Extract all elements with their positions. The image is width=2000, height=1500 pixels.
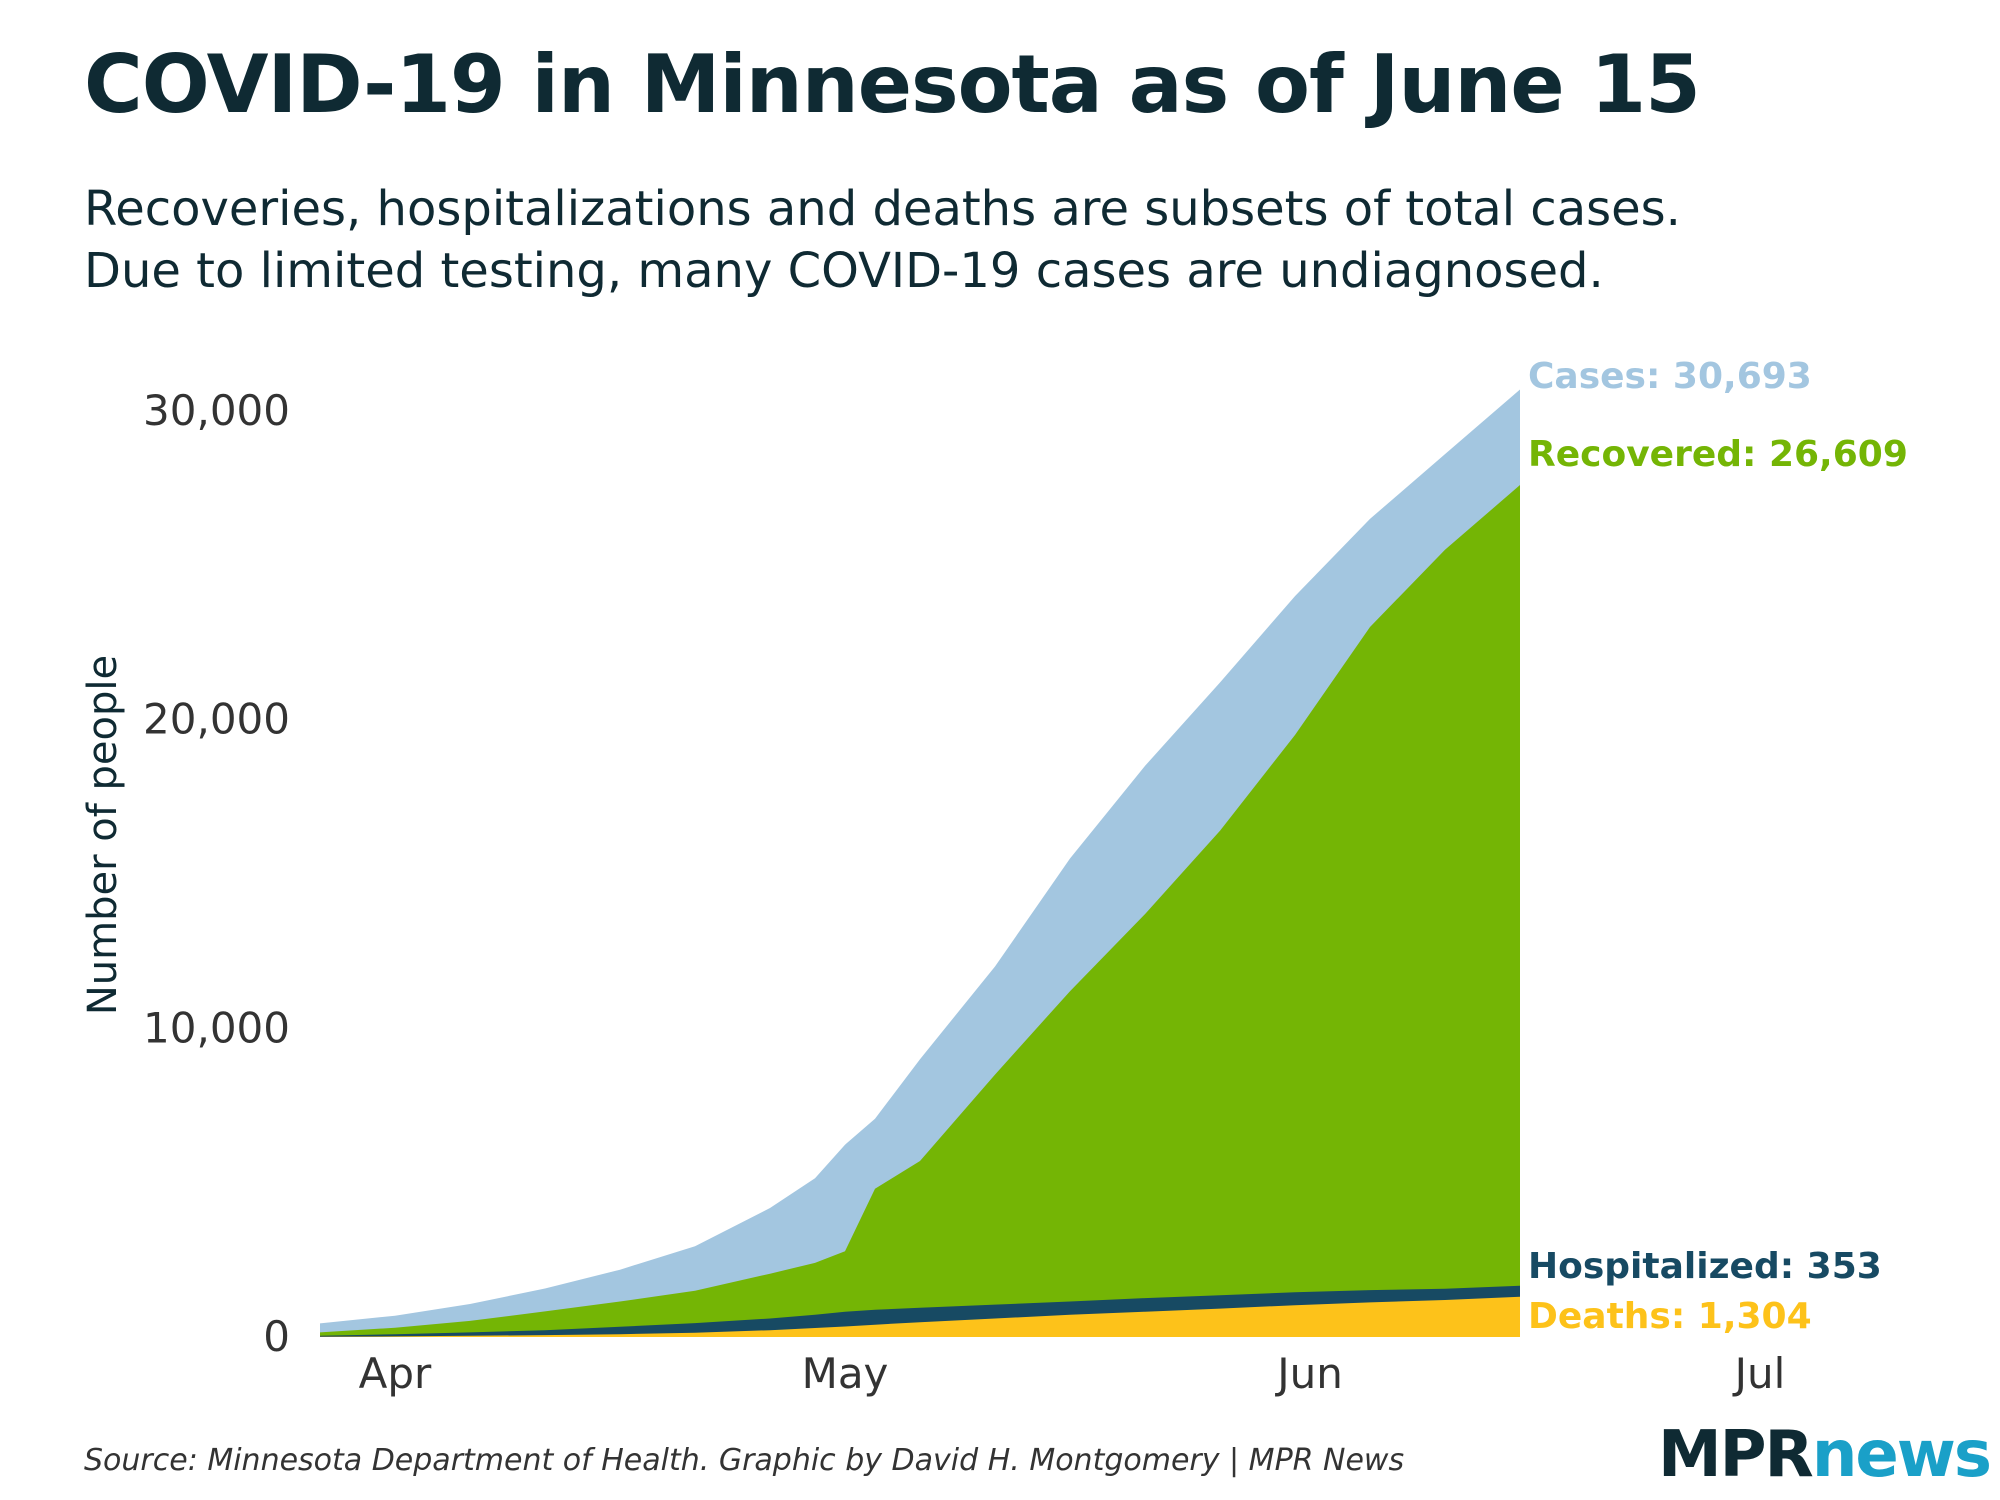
x-tick-label: Apr (359, 1349, 432, 1398)
x-tick-label: Jun (1274, 1349, 1343, 1398)
x-tick-label: May (802, 1349, 889, 1398)
x-tick-label: Jul (1732, 1349, 1786, 1398)
logo-mpr: MPR (1657, 1418, 1814, 1492)
y-tick-label: 20,000 (143, 695, 290, 744)
chart-title: COVID-19 in Minnesota as of June 15 (84, 38, 1701, 131)
source-credit: Source: Minnesota Department of Health. … (84, 1443, 1405, 1478)
y-tick-label: 30,000 (143, 386, 290, 435)
subtitle-line-2: Due to limited testing, many COVID-19 ca… (84, 243, 1604, 299)
series-label-cases: Cases: 30,693 (1528, 356, 1812, 397)
series-label-recovered: Recovered: 26,609 (1528, 434, 1908, 475)
y-axis-label: Number of people (80, 655, 126, 1015)
mpr-news-logo: MPRnews (1657, 1418, 1992, 1492)
y-tick-label: 0 (263, 1312, 290, 1361)
chart-subtitle: Recoveries, hospitalizations and deaths … (84, 178, 1681, 302)
x-axis-ticks: Apr May Jun Jul (359, 1349, 1786, 1398)
series-label-hospitalized: Hospitalized: 353 (1528, 1246, 1882, 1287)
series-labels: Cases: 30,693 Recovered: 26,609 Hospitaliz… (1528, 356, 1908, 1337)
series-area-deaths (320, 1296, 1520, 1337)
logo-news: news (1811, 1418, 1992, 1492)
series-areas (320, 389, 1520, 1337)
subtitle-line-1: Recoveries, hospitalizations and deaths … (84, 181, 1681, 237)
y-axis-ticks: 0 10,000 20,000 30,000 (143, 386, 290, 1361)
y-tick-label: 10,000 (143, 1003, 290, 1052)
series-label-deaths: Deaths: 1,304 (1528, 1296, 1812, 1337)
series-area-recovered (320, 485, 1520, 1337)
